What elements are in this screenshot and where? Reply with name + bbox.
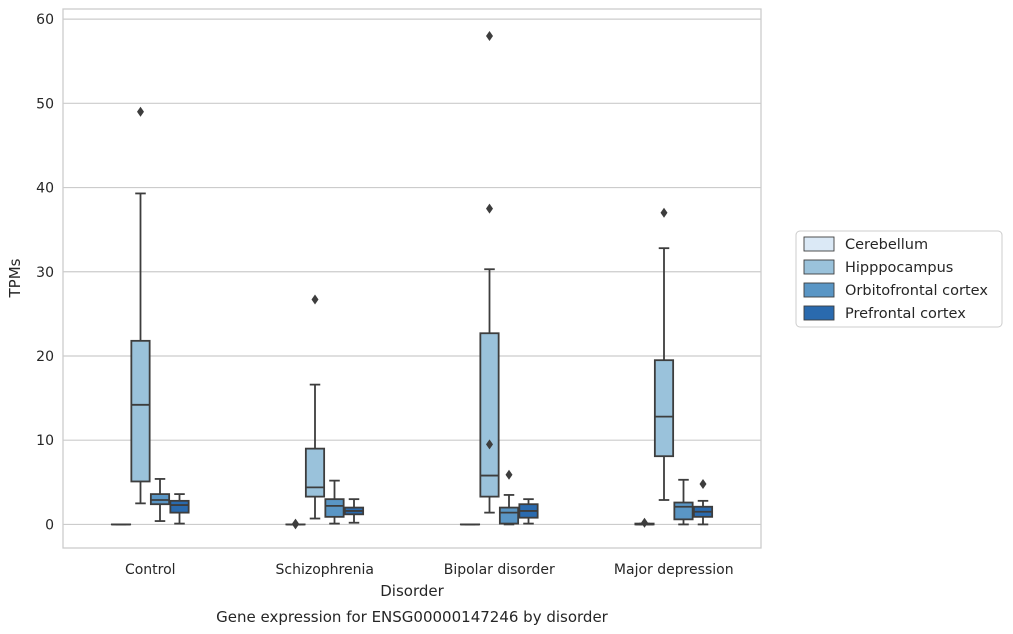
outlier-point (137, 106, 144, 117)
y-tick-label: 60 (36, 12, 54, 28)
legend-label: Orbitofrontal cortex (845, 283, 988, 299)
outlier-point (505, 469, 513, 480)
gridlines (63, 18, 761, 526)
y-tick-label: 50 (36, 96, 54, 112)
box-body (130, 339, 151, 483)
box-body (673, 501, 694, 521)
x-tick-label: Major depression (614, 562, 734, 578)
outlier-point (486, 439, 493, 450)
outlier-point (660, 207, 668, 218)
box-body (498, 506, 520, 525)
outlier-point (486, 30, 493, 41)
box-schizophrenia-hipppocampus (304, 294, 326, 520)
x-tick-labels: Control Schizophrenia Bipolar disorder Majo… (125, 562, 734, 578)
y-axis-label: TPMs (6, 258, 24, 298)
x-axis-label: Disorder (380, 582, 444, 600)
box-major-depression-orbitofrontal-cortex (673, 478, 694, 526)
x-tick-label: Bipolar disorder (444, 562, 555, 578)
plot-frame (62, 8, 762, 549)
legend-swatch (803, 282, 835, 298)
legend-frame (795, 230, 1003, 328)
box-major-depression-hipppocampus (653, 207, 675, 501)
y-tick-label: 10 (36, 433, 54, 449)
outlier-point (699, 478, 707, 489)
box-bipolar-disorder-prefrontal-cortex (518, 498, 539, 525)
box-schizophrenia-prefrontal-cortex (343, 498, 365, 524)
box-major-depression-cerebellum (634, 517, 655, 528)
box-body (304, 447, 326, 498)
outlier-point (641, 517, 648, 528)
outlier-point (486, 203, 493, 214)
box-series (110, 30, 714, 530)
box-schizophrenia-cerebellum (285, 518, 306, 530)
box-control-orbitofrontal-cortex (149, 478, 171, 522)
y-tick-label: 30 (36, 265, 54, 281)
box-body (653, 359, 675, 458)
y-tick-labels: 0 10 20 30 40 50 60 (36, 12, 54, 533)
legend-label: Cerebellum (845, 237, 928, 253)
outlier-point (311, 294, 319, 305)
y-tick-label: 40 (36, 181, 54, 197)
legend-label: Prefrontal cortex (845, 306, 966, 322)
box-major-depression-prefrontal-cortex (692, 478, 714, 526)
outlier-point (292, 519, 299, 530)
box-body (169, 499, 190, 514)
legend-swatch (803, 305, 835, 321)
x-tick-label: Control (125, 562, 176, 578)
legend-swatch (803, 259, 835, 275)
y-tick-label: 20 (36, 349, 54, 365)
legend-swatch (803, 236, 835, 252)
box-bipolar-disorder-orbitofrontal-cortex (498, 469, 520, 526)
box-body (479, 332, 500, 498)
box-control-prefrontal-cortex (169, 493, 190, 525)
box-body (324, 498, 345, 518)
x-tick-label: Schizophrenia (276, 562, 374, 578)
legend: Cerebellum Hipppocampus Orbitofrontal cort… (795, 230, 1003, 328)
chart-title: Gene expression for ENSG00000147246 by d… (216, 608, 609, 626)
box-bipolar-disorder-hipppocampus (479, 30, 500, 514)
box-control-hipppocampus (130, 106, 151, 505)
y-tick-label: 0 (45, 517, 54, 533)
box-schizophrenia-orbitofrontal-cortex (324, 479, 345, 525)
legend-label: Hipppocampus (845, 260, 953, 276)
